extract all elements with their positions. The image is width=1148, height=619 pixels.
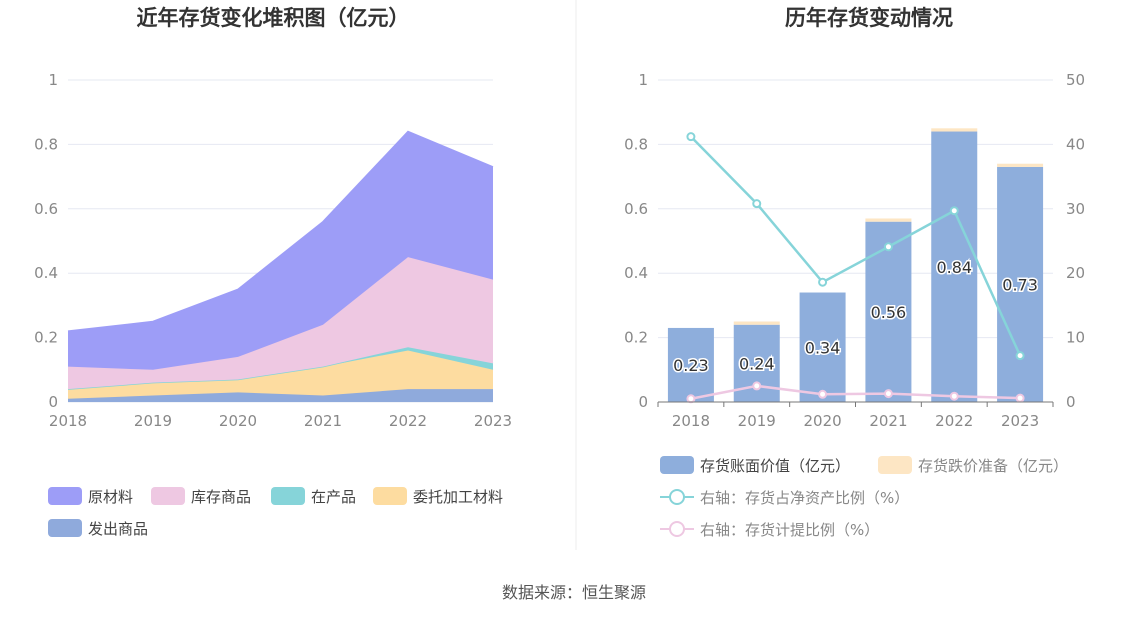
provision-bar-2019 — [733, 321, 780, 325]
bar-2023 — [997, 166, 1044, 402]
line-point — [883, 242, 893, 252]
right-legend: 存货账面价值（亿元） 存货跌价准备（亿元） 右轴：存货占净资产比例（%） 右轴：存货计… — [660, 456, 1068, 539]
legend-label-原材料: 原材料 — [88, 488, 133, 506]
legend-label-委托加工材料: 委托加工材料 — [413, 488, 503, 506]
left-x-tick-label: 2023 — [474, 412, 512, 430]
provision-bar-2022 — [931, 128, 978, 132]
line-point — [949, 391, 959, 401]
left-chart-title: 近年存货变化堆积图（亿元） — [137, 6, 410, 30]
right-y2-tick-label: 50 — [1066, 71, 1085, 89]
area-edge-原材料 — [67, 130, 494, 332]
bar-value-label: 0.34 — [805, 338, 841, 357]
right-y2-tick-label: 30 — [1066, 200, 1085, 218]
left-y-tick-label: 0 — [48, 393, 58, 411]
left-x-tick-label: 2021 — [304, 412, 342, 430]
right-grid — [658, 79, 1053, 403]
legend-label-net-asset-ratio: 右轴：存货占净资产比例（%） — [700, 489, 909, 507]
line-point — [818, 389, 828, 399]
data-source: 数据来源：恒生聚源 — [502, 583, 646, 602]
line-net-asset-ratio — [690, 135, 1022, 357]
legend-label-book-value: 存货账面价值（亿元） — [700, 457, 850, 475]
left-y-tick-label: 0.8 — [34, 135, 58, 153]
bar-value-label: 0.24 — [739, 354, 775, 373]
right-y2-tick-label: 10 — [1066, 329, 1085, 347]
left-x-tick-label: 2022 — [389, 412, 427, 430]
legend-swatch-库存商品 — [151, 487, 185, 505]
right-x-tick-label: 2023 — [1001, 412, 1039, 430]
legend-label-库存商品: 库存商品 — [191, 488, 251, 506]
left-axis: 0 0.2 0.4 0.6 0.8 1 2018 2019 2020 2021 2022 2023 — [34, 71, 512, 430]
bar-value-label: 0.56 — [871, 303, 907, 322]
legend-swatch-book-value — [660, 456, 694, 474]
line-point — [752, 199, 762, 209]
area-库存商品 — [68, 257, 493, 390]
right-y2-tick-label: 40 — [1066, 135, 1085, 153]
bar-value-label: 0.73 — [1002, 275, 1038, 294]
legend-label-发出商品: 发出商品 — [88, 520, 148, 538]
right-x-tick-label: 2022 — [935, 412, 973, 430]
line-point — [1015, 393, 1025, 403]
line-point — [818, 277, 828, 287]
left-y-tick-label: 0.2 — [34, 329, 58, 347]
left-y-tick-label: 1 — [48, 71, 58, 89]
line-provision-ratio — [690, 384, 1021, 401]
right-y-tick-label: 0.2 — [624, 329, 648, 347]
right-y-tick-label: 0.8 — [624, 135, 648, 153]
bar-2022 — [931, 131, 978, 402]
area-发出商品 — [68, 389, 493, 402]
right-y2-tick-label: 0 — [1066, 393, 1076, 411]
line-point — [686, 132, 696, 142]
legend-swatch-委托加工材料 — [373, 487, 407, 505]
legend-marker-net-asset-ratio — [669, 489, 685, 505]
line-point — [883, 389, 893, 399]
right-y2-tick-label: 20 — [1066, 264, 1085, 282]
right-x-tick-label: 2020 — [803, 412, 841, 430]
left-y-tick-label: 0.6 — [34, 200, 58, 218]
line-point — [752, 381, 762, 391]
bar-value-label: 0.23 — [673, 356, 709, 375]
legend-label-provision-ratio: 右轴：存货计提比例（%） — [700, 521, 879, 539]
right-y-tick-label: 0.4 — [624, 264, 648, 282]
bar-2020 — [799, 292, 846, 402]
right-chart-title: 历年存货变动情况 — [785, 6, 953, 30]
right-x-tick-label: 2021 — [869, 412, 907, 430]
left-x-tick-label: 2020 — [219, 412, 257, 430]
area-委托加工材料 — [68, 350, 493, 399]
bar-2021 — [865, 221, 912, 402]
left-y-tick-label: 0.4 — [34, 264, 58, 282]
legend-swatch-在产品 — [271, 487, 305, 505]
bar-2018 — [667, 327, 714, 402]
line-point — [1015, 351, 1025, 361]
right-y-tick-label: 1 — [638, 71, 648, 89]
left-x-tick-label: 2018 — [49, 412, 87, 430]
right-x-tick-label: 2019 — [738, 412, 776, 430]
provision-bar-2021 — [865, 218, 912, 222]
line-point — [686, 394, 696, 404]
legend-label-在产品: 在产品 — [311, 488, 356, 506]
provision-bar-2023 — [997, 163, 1044, 167]
area-原材料 — [68, 131, 493, 370]
line-point — [949, 206, 959, 216]
bar-value-label: 0.84 — [936, 258, 972, 277]
legend-swatch-provision — [878, 456, 912, 474]
legend-marker-provision-ratio — [669, 521, 685, 537]
left-areas — [67, 130, 494, 402]
left-x-tick-label: 2019 — [134, 412, 172, 430]
right-x-tick-label: 2018 — [672, 412, 710, 430]
legend-swatch-原材料 — [48, 487, 82, 505]
legend-swatch-发出商品 — [48, 519, 82, 537]
legend-label-provision: 存货跌价准备（亿元） — [918, 457, 1068, 475]
right-y-tick-label: 0 — [638, 393, 648, 411]
right-lines — [686, 132, 1025, 404]
right-y-tick-label: 0.6 — [624, 200, 648, 218]
